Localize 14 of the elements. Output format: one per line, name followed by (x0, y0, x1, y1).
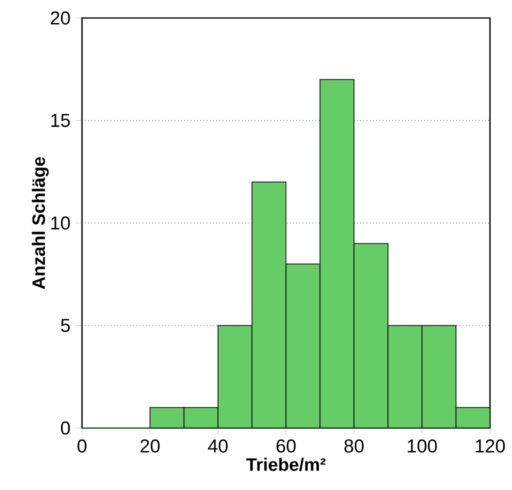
x-tick-label: 0 (78, 439, 86, 453)
x-tick-label: 20 (140, 439, 160, 453)
x-tick-label: 60 (276, 439, 296, 453)
x-tick-label: 100 (408, 439, 437, 453)
y-tick-label: 5 (60, 318, 70, 332)
y-tick-label: 10 (51, 216, 70, 230)
x-tick-label: 120 (476, 439, 505, 453)
y-tick-label: 0 (60, 421, 70, 435)
y-tick-label: 20 (50, 11, 70, 25)
x-tick-label: 40 (208, 439, 228, 453)
x-axis-title: Triebe/m² (246, 458, 326, 472)
y-tick-label: 15 (51, 114, 70, 128)
y-axis-title: Anzahl Schläge (32, 157, 49, 290)
x-tick-label: 80 (344, 439, 364, 453)
